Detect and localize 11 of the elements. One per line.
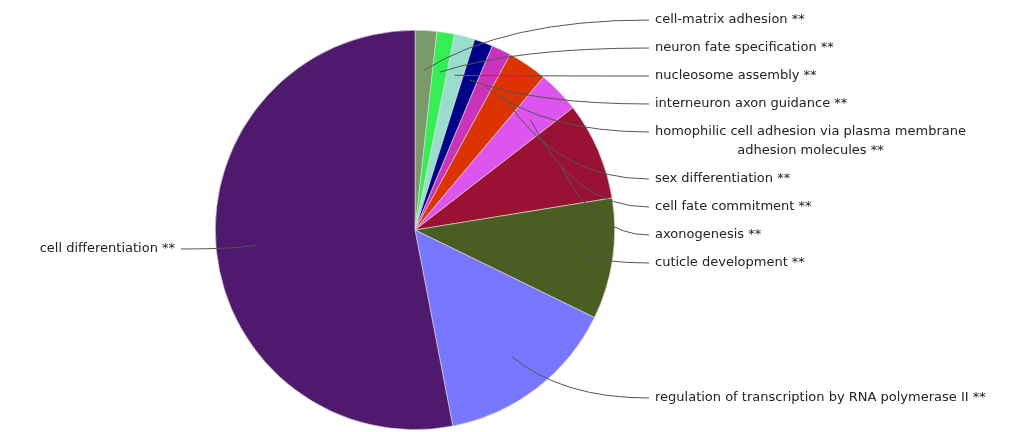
slice-label: sex differentiation ** [655, 170, 791, 186]
slice-label: cell-matrix adhesion ** [655, 11, 806, 27]
slice-label: axonogenesis ** [655, 226, 762, 242]
slice-label: interneuron axon guidance ** [655, 95, 848, 111]
slice-label: cell fate commitment ** [655, 198, 813, 214]
slice-label: regulation of transcription by RNA polymerase II ** [655, 389, 987, 405]
slice-label: neuron fate specification ** [655, 39, 835, 55]
slice-label: cell differentiation ** [39, 240, 176, 256]
slice-label: homophilic cell adhesion via plasma membrane adhesion molecules ** [655, 123, 966, 158]
slice-label: cuticle development ** [655, 254, 806, 270]
slice-label: nucleosome assembly ** [655, 67, 818, 83]
